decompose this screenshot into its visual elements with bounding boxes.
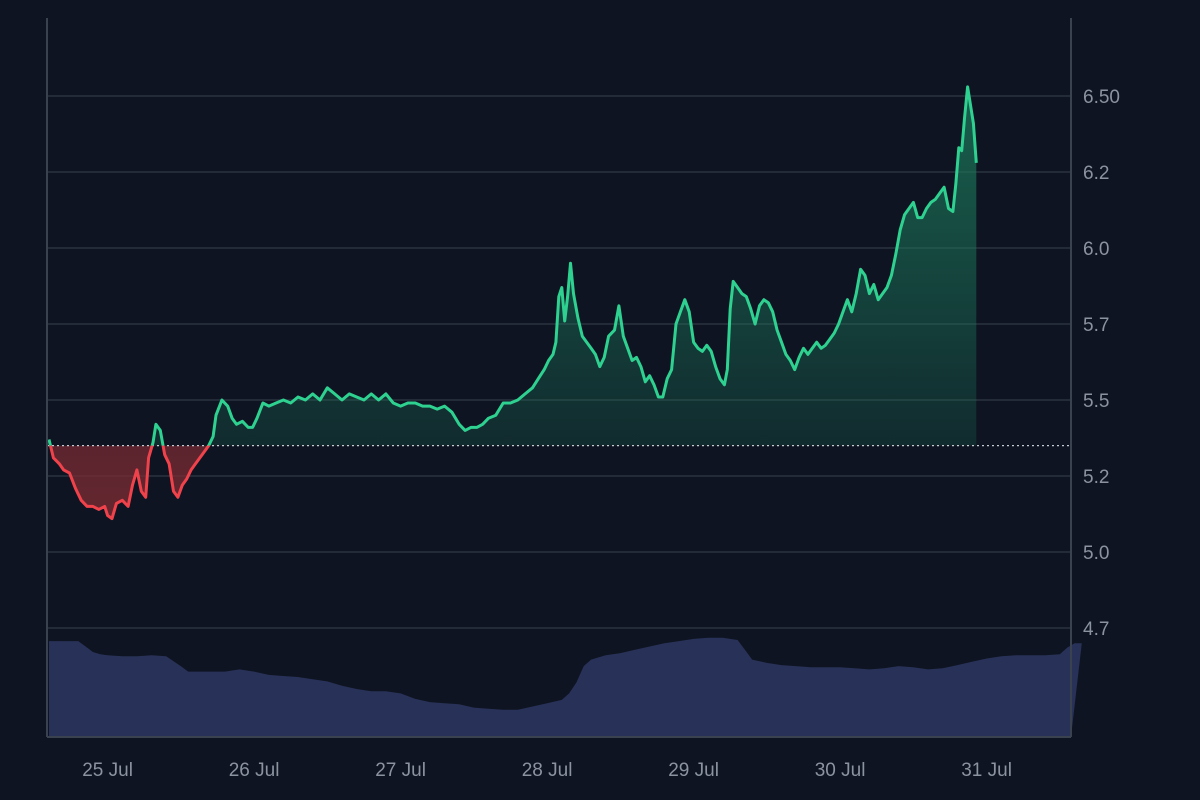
x-tick-label: 31 Jul — [961, 760, 1012, 781]
area-above-baseline — [49, 86, 977, 446]
y-tick-label: 5.2 — [1083, 467, 1109, 488]
x-tick-label: 27 Jul — [375, 760, 426, 781]
y-tick-label: 6.2 — [1083, 163, 1109, 184]
x-tick-label: 30 Jul — [815, 760, 866, 781]
line-above-baseline — [47, 85, 978, 446]
x-tick-label: 29 Jul — [668, 760, 719, 781]
y-tick-label: 5.0 — [1083, 543, 1109, 564]
chart-axes — [46, 18, 1072, 738]
y-axis-ticks: 4.7 5.0 5.2 5.5 5.7 6.0 6.2 6.50 — [1083, 87, 1120, 640]
y-tick-label: 6.50 — [1083, 87, 1120, 108]
y-tick-label: 4.7 — [1083, 619, 1109, 640]
y-tick-label: 5.5 — [1083, 391, 1109, 412]
y-tick-label: 5.7 — [1083, 315, 1109, 336]
x-tick-label: 28 Jul — [522, 760, 573, 781]
price-series-line — [47, 85, 978, 521]
volume-area — [49, 637, 1082, 737]
line-below-baseline — [48, 445, 211, 521]
x-axis-ticks: 25 Jul 26 Jul 27 Jul 28 Jul 29 Jul 30 Jul 31 J… — [82, 760, 1012, 781]
y-tick-label: 6.0 — [1083, 239, 1109, 260]
grid-lines — [47, 95, 1071, 629]
volume-shape — [49, 637, 1082, 737]
x-tick-label: 25 Jul — [82, 760, 133, 781]
x-tick-label: 26 Jul — [229, 760, 280, 781]
